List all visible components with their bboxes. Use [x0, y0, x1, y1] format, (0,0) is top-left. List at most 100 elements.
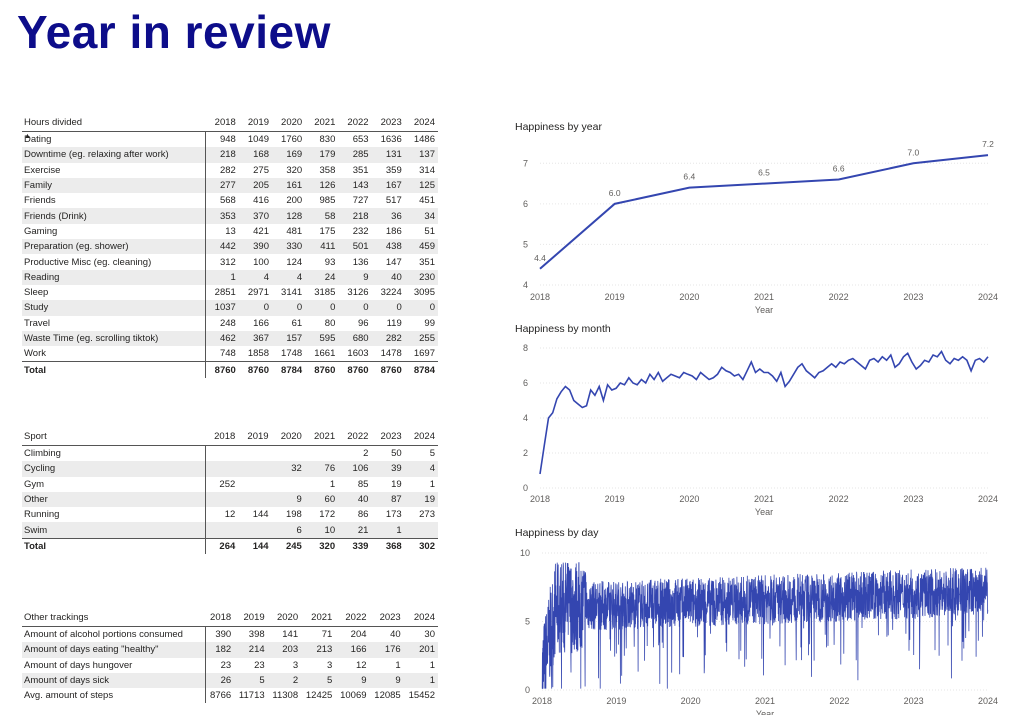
sort-ascending-icon[interactable]: ▲ — [24, 133, 31, 140]
table-cell: 12085 — [374, 690, 401, 702]
table-row[interactable]: Climbing 2 50 5 — [22, 445, 438, 462]
total-cell: 302 — [404, 537, 438, 555]
table-cell: 459 — [404, 239, 438, 255]
table-row[interactable]: Friends (Drink) 353 370 128 58 218 36 34 — [22, 208, 438, 224]
table-cell: 0 — [404, 300, 438, 316]
table-row[interactable]: Preparation (eg. shower) 442 390 330 411 501 4… — [22, 239, 438, 255]
table-row[interactable]: Downtime (eg. relaxing after work) 218 168… — [22, 147, 438, 163]
table-row[interactable]: Swim 6 10 21 1 — [22, 522, 438, 539]
table-cell: 653 — [352, 134, 369, 146]
table-cell: 353 — [205, 208, 239, 224]
table-cell — [205, 491, 239, 508]
table-row[interactable]: Other 9 60 40 87 19 — [22, 491, 438, 508]
x-tick-label: 2018 — [530, 292, 550, 302]
row-label: Other — [22, 491, 206, 508]
column-header-year[interactable]: 2024 — [404, 427, 438, 446]
table-cell: 50 — [391, 448, 402, 460]
column-header-year[interactable]: 2023 — [371, 113, 405, 132]
table-row[interactable]: Sleep 2851 2971 3141 3185 3126 3224 3095 — [22, 284, 438, 301]
table-cell: 358 — [319, 164, 336, 176]
x-axis-title: Year — [755, 305, 773, 315]
table-header-row: Hours divided ▲ 2018 2019 2020 2021 2022 2023 20… — [22, 113, 438, 140]
table-row[interactable]: Waste Time (eg. scrolling tiktok) 462 367 1… — [22, 330, 438, 347]
column-header-year[interactable]: 2018 — [205, 427, 239, 446]
column-header-label[interactable]: Hours divided ▲ — [22, 113, 205, 140]
table-row[interactable]: Travel 248 166 61 80 96 119 99 — [22, 315, 438, 331]
column-header-label[interactable]: Other trackings — [22, 608, 205, 627]
table-cell: 3126 — [347, 287, 369, 299]
y-tick-label: 4 — [523, 413, 528, 423]
total-cell: 8784 — [271, 361, 306, 378]
table-row[interactable]: Friends 568 416 200 985 727 517 451 — [22, 193, 438, 209]
data-label: 6.5 — [758, 168, 770, 178]
total-row: Total 264 144 245 320 339 368 302 — [22, 537, 438, 555]
table-row[interactable]: Reading 1 4 4 24 9 40 230 — [22, 269, 438, 285]
table-cell: 15452 — [408, 690, 435, 702]
table-cell: 176 — [369, 642, 404, 658]
table-cell: 416 — [253, 195, 269, 207]
table-row[interactable]: Gaming 13 421 481 175 232 186 51 — [22, 223, 438, 240]
column-header-year[interactable]: 2020 — [271, 113, 306, 132]
column-header-year[interactable]: 2021 — [305, 113, 339, 132]
table-cell: 1478 — [380, 348, 402, 360]
table-cell: 10 — [304, 522, 339, 539]
table-cell: 830 — [319, 134, 336, 146]
happiness-by-month-chart[interactable]: 0 2 4 6 8 2018 2019 2020 2021 2022 2023 2024 Year — [505, 338, 1005, 520]
table-cell — [238, 461, 272, 477]
table-row[interactable]: Family 277 205 161 126 143 167 125 — [22, 177, 438, 194]
table-cell: 40 — [371, 269, 405, 285]
column-header-year[interactable]: 2020 — [271, 427, 305, 446]
table-cell — [205, 461, 239, 477]
column-header-year[interactable]: 2023 — [371, 427, 405, 446]
column-header-year[interactable]: 2019 — [238, 427, 272, 446]
table-cell: 248 — [219, 317, 236, 329]
table-cell: 2971 — [247, 287, 269, 299]
table-cell: 1697 — [413, 348, 435, 360]
table-cell: 11308 — [272, 690, 299, 702]
table-row[interactable]: Dating 948 1049 1760 830 653 1636 1486 — [22, 131, 438, 148]
column-header-year[interactable]: 2019 — [238, 113, 272, 132]
table-row[interactable]: Study 1037 0 0 0 0 0 0 — [22, 300, 438, 316]
column-header-year[interactable]: 2024 — [403, 608, 438, 627]
table-row[interactable]: Gym 252 1 85 19 1 — [22, 476, 438, 492]
column-header-label[interactable]: Sport — [22, 427, 205, 446]
table-row[interactable]: Productive Misc (eg. cleaning) 312 100 124 9… — [22, 254, 438, 270]
row-label: Swim — [22, 522, 206, 539]
happiness-by-day-chart[interactable]: 0 5 10 2018 2019 2020 2021 2022 2023 2024 Year — [505, 543, 1005, 715]
total-cell: 8760 — [305, 361, 339, 378]
column-header-year[interactable]: 2022 — [335, 608, 370, 627]
column-header-year[interactable]: 2021 — [301, 608, 336, 627]
table-cell: 9 — [271, 491, 305, 508]
table-cell: 96 — [357, 317, 369, 329]
table-row[interactable]: Amount of days eating "healthy" 182 214 203… — [22, 642, 438, 658]
column-header-year[interactable]: 2018 — [205, 113, 239, 132]
table-cell: 595 — [305, 330, 339, 347]
column-header-year[interactable]: 2022 — [338, 113, 372, 132]
table-cell: 9 — [338, 269, 372, 285]
table-row[interactable]: Avg. amount of steps 8766 11713 11308 12425 1… — [22, 688, 438, 704]
column-header-year[interactable]: 2018 — [205, 608, 235, 627]
table-row[interactable]: Running 12 144 198 172 86 173 273 — [22, 507, 438, 523]
table-cell: 203 — [267, 642, 302, 658]
table-cell: 124 — [286, 256, 303, 268]
table-row[interactable]: Cycling 32 76 106 39 4 — [22, 461, 438, 477]
column-header-year[interactable]: 2019 — [234, 608, 268, 627]
row-label: Cycling — [22, 461, 206, 477]
table-cell: 85 — [357, 478, 369, 490]
y-tick-label: 2 — [523, 448, 528, 458]
column-header-year[interactable]: 2023 — [369, 608, 404, 627]
y-tick-label: 6 — [523, 199, 528, 209]
column-header-year[interactable]: 2022 — [338, 427, 372, 446]
y-tick-label: 7 — [523, 158, 528, 168]
table-row[interactable]: Amount of days hungover 23 23 3 3 12 1 1 — [22, 657, 438, 673]
column-header-year[interactable]: 2021 — [304, 427, 339, 446]
table-row[interactable]: Amount of days sick 26 5 2 5 9 9 1 — [22, 672, 438, 689]
table-row[interactable]: Amount of alcohol portions consumed 390 39… — [22, 626, 438, 643]
column-header-year[interactable]: 2024 — [404, 113, 438, 132]
table-cell: 40 — [390, 629, 401, 641]
table-row[interactable]: Exercise 282 275 320 358 351 359 314 — [22, 162, 438, 178]
happiness-by-year-chart[interactable]: 4 5 6 7 2018 2019 2020 2021 2022 2023 2024 Year 4.4 6… — [505, 138, 1005, 320]
table-cell: 93 — [324, 256, 336, 268]
table-row[interactable]: Work 748 1858 1748 1661 1603 1478 1697 — [22, 346, 438, 362]
column-header-year[interactable]: 2020 — [267, 608, 302, 627]
